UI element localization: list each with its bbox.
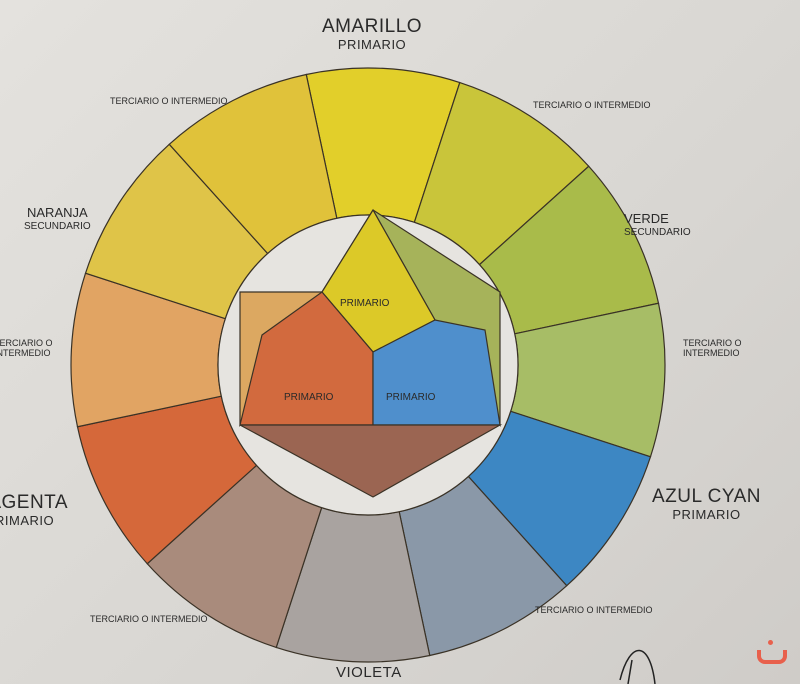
inner-label-red: PRIMARIO — [284, 392, 334, 403]
label-magenta: MAGENTAPRIMARIO — [0, 492, 69, 528]
label-terciario: TERCIARIO O INTERMEDIO — [110, 96, 228, 106]
label-terciario: TERCIARIO O INTERMEDIO — [533, 100, 651, 110]
label-violeta: VIOLETA — [336, 664, 402, 681]
inner-triangle-brown — [239, 424, 503, 498]
label-terciario: TERCIARIO O INTERMEDIO — [90, 614, 208, 624]
label-verde: VERDE SECUNDARIO — [624, 211, 691, 238]
inner-primary-blue — [372, 319, 501, 426]
label-amarillo: AMARILLO PRIMARIO — [322, 16, 423, 52]
watermark-logo — [757, 640, 787, 664]
signature — [619, 649, 656, 684]
label-terciario: TERCIARIO O INTERMEDIO — [535, 605, 653, 615]
label-naranja: NARANJA SECUNDARIO — [24, 205, 91, 232]
label-azul-cyan: AZUL CYAN PRIMARIO — [652, 486, 762, 522]
inner-label-yellow: PRIMARIO — [340, 298, 390, 309]
inner-label-blue: PRIMARIO — [386, 392, 436, 403]
